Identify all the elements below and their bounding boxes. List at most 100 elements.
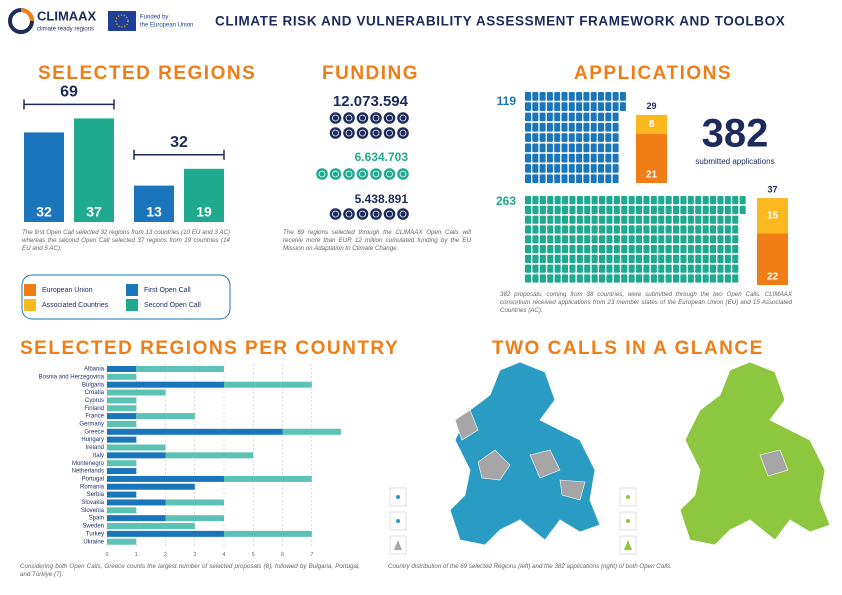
- coin: [329, 208, 342, 220]
- application-square: [576, 133, 583, 142]
- application-square: [612, 112, 619, 122]
- y-tick-label: Ukraine: [83, 539, 104, 545]
- application-square: [717, 264, 724, 273]
- bar: [224, 475, 312, 482]
- application-square: [732, 274, 739, 283]
- application-square: [613, 235, 620, 244]
- application-square: [562, 235, 569, 244]
- application-square: [583, 133, 590, 142]
- application-square: [687, 274, 694, 283]
- application-square: [628, 205, 635, 214]
- y-tick-label: France: [85, 414, 104, 420]
- application-square: [539, 254, 546, 263]
- application-square: [621, 225, 628, 234]
- legend-swatch: [24, 299, 36, 311]
- application-square: [562, 274, 569, 283]
- application-square: [612, 102, 619, 111]
- application-square: [695, 205, 702, 214]
- application-square: [546, 122, 553, 132]
- y-tick-label: Slovenia: [81, 508, 105, 514]
- bar: [165, 452, 254, 459]
- legend-box: [21, 274, 231, 320]
- eu-label: 21: [646, 170, 658, 181]
- application-square: [591, 245, 598, 254]
- application-square: [665, 205, 672, 214]
- application-square: [680, 274, 687, 283]
- application-square: [606, 196, 613, 205]
- application-square: [612, 143, 619, 153]
- application-square: [598, 102, 604, 111]
- application-square: [561, 112, 568, 122]
- application-square: [525, 215, 532, 224]
- y-tick-label: Italy: [93, 453, 104, 459]
- application-square: [724, 225, 731, 234]
- bar: [107, 475, 224, 482]
- application-square: [695, 235, 702, 244]
- application-square: [525, 102, 531, 111]
- application-square: [605, 143, 612, 153]
- application-square: [547, 254, 554, 263]
- y-tick-label: Finland: [84, 406, 104, 412]
- application-square: [591, 215, 598, 224]
- application-square: [665, 196, 672, 205]
- application-square: [658, 215, 665, 224]
- application-square: [532, 235, 539, 244]
- application-square: [650, 254, 657, 263]
- applications-total: 382: [702, 112, 769, 156]
- application-square: [554, 215, 561, 224]
- bar: [107, 373, 137, 380]
- legend-label: European Union: [42, 287, 93, 294]
- bar: [24, 132, 64, 222]
- bar: [165, 515, 224, 522]
- application-square: [695, 274, 702, 283]
- application-square: [532, 196, 539, 205]
- bar-label: 19: [196, 204, 212, 220]
- application-square: [613, 264, 620, 273]
- bar: [224, 530, 312, 537]
- application-square: [621, 196, 628, 205]
- application-square: [606, 274, 613, 283]
- x-tick-label: 0: [105, 552, 108, 558]
- application-square: [569, 235, 576, 244]
- application-square: [562, 205, 569, 214]
- application-square: [724, 264, 731, 273]
- countries-total: 37: [767, 184, 777, 194]
- application-square: [532, 112, 539, 122]
- application-square: [539, 174, 546, 184]
- application-square: [658, 254, 665, 263]
- application-square: [591, 254, 598, 263]
- application-square: [539, 102, 546, 111]
- application-square: [724, 235, 731, 244]
- application-square: [680, 235, 687, 244]
- application-square: [613, 245, 620, 254]
- application-square: [561, 133, 568, 142]
- application-square: [554, 112, 561, 122]
- application-square: [673, 196, 680, 205]
- application-square: [590, 133, 597, 142]
- application-square: [569, 225, 576, 234]
- application-square: [554, 92, 561, 101]
- y-tick-label: Turkey: [86, 531, 104, 537]
- coin: [329, 168, 342, 180]
- application-square: [562, 245, 569, 254]
- application-square: [546, 92, 553, 101]
- application-square: [658, 225, 665, 234]
- application-square: [525, 122, 531, 132]
- coin: [329, 127, 342, 139]
- application-square: [561, 164, 568, 173]
- application-square: [732, 205, 739, 214]
- application-square: [598, 92, 604, 101]
- application-square: [598, 153, 604, 163]
- map-right: [619, 361, 831, 555]
- application-square: [568, 174, 575, 184]
- application-square: [576, 264, 583, 273]
- application-square: [532, 215, 539, 224]
- application-square: [732, 225, 739, 234]
- application-square: [525, 245, 532, 254]
- application-square: [636, 235, 643, 244]
- application-square: [569, 205, 576, 214]
- section-title: APPLICATIONS: [574, 63, 733, 84]
- application-square: [583, 143, 590, 153]
- application-square: [525, 235, 532, 244]
- application-square: [636, 245, 643, 254]
